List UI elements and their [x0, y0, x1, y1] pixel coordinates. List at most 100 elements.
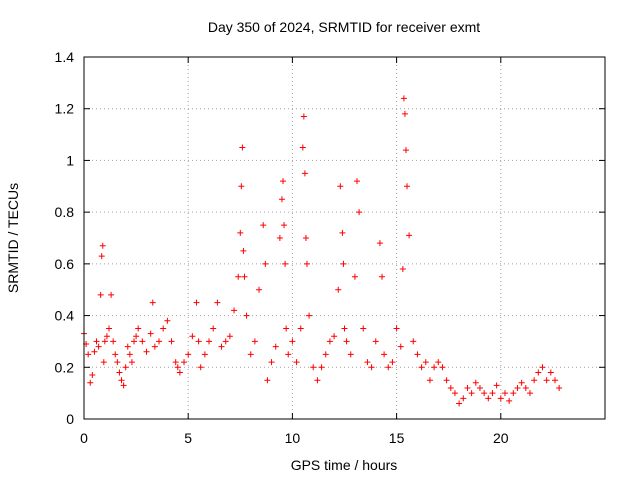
data-point — [240, 247, 247, 254]
data-point — [281, 222, 288, 229]
data-point — [460, 395, 467, 402]
data-point — [481, 390, 488, 397]
data-point — [168, 338, 175, 345]
data-point — [360, 325, 367, 332]
data-point — [539, 364, 546, 371]
data-point — [301, 170, 308, 177]
data-point — [364, 359, 371, 366]
data-point — [108, 291, 115, 298]
data-point — [340, 260, 347, 267]
data-point — [147, 330, 154, 337]
data-point — [289, 338, 296, 345]
data-point — [303, 260, 310, 267]
data-point — [103, 333, 110, 340]
data-point — [247, 351, 254, 358]
y-tick-label: 0.2 — [55, 359, 75, 375]
data-point — [243, 312, 250, 319]
plot-frame — [83, 56, 606, 420]
data-point — [193, 299, 200, 306]
data-point — [404, 183, 411, 190]
data-point — [214, 299, 221, 306]
data-point — [95, 343, 102, 350]
data-point — [518, 379, 525, 386]
data-point — [174, 364, 181, 371]
data-point — [239, 144, 246, 151]
grid-lines — [84, 57, 605, 419]
data-point — [401, 110, 408, 117]
x-axis-label: GPS time / hours — [291, 457, 398, 473]
data-point — [101, 338, 108, 345]
data-point — [443, 377, 450, 384]
data-point — [418, 364, 425, 371]
data-point — [251, 338, 258, 345]
data-point — [282, 260, 289, 267]
data-point — [210, 325, 217, 332]
data-point — [322, 351, 329, 358]
data-point — [126, 351, 133, 358]
data-point — [237, 229, 244, 236]
data-point — [406, 232, 413, 239]
data-point — [135, 325, 142, 332]
data-point — [124, 343, 131, 350]
data-point — [426, 377, 433, 384]
data-point — [131, 338, 138, 345]
data-point — [393, 325, 400, 332]
data-point — [506, 397, 513, 404]
data-point — [381, 351, 388, 358]
data-point — [100, 359, 107, 366]
axis-ticks — [83, 56, 605, 420]
data-point — [181, 359, 188, 366]
data-point — [206, 338, 213, 345]
data-point — [414, 351, 421, 358]
x-tick-labels: 0 5 10 15 20 — [80, 430, 509, 446]
data-point — [151, 343, 158, 350]
data-point — [331, 333, 338, 340]
data-point — [410, 338, 417, 345]
data-point — [218, 343, 225, 350]
data-point — [302, 235, 309, 241]
y-tick-label: 0.4 — [55, 308, 75, 324]
data-point — [116, 369, 123, 376]
data-point — [112, 351, 119, 358]
data-point — [264, 377, 271, 384]
data-point — [501, 390, 508, 397]
data-point — [285, 351, 292, 358]
data-point — [195, 338, 202, 345]
data-point — [306, 312, 313, 319]
data-point — [256, 286, 263, 293]
data-point — [493, 382, 500, 389]
data-point — [293, 359, 300, 366]
data-point — [339, 229, 346, 236]
y-tick-label: 0.6 — [55, 256, 75, 272]
data-point — [189, 333, 196, 340]
x-tick-label: 20 — [493, 430, 509, 446]
x-tick-label: 5 — [184, 430, 192, 446]
data-point — [489, 390, 496, 397]
data-point — [451, 390, 458, 397]
data-point — [389, 359, 396, 366]
data-point — [376, 240, 383, 247]
data-point — [97, 291, 104, 298]
data-point — [118, 377, 125, 384]
data-point — [372, 338, 379, 345]
data-point — [238, 183, 245, 190]
data-point — [87, 379, 94, 386]
data-point — [241, 273, 248, 280]
data-point — [93, 338, 100, 345]
data-point — [122, 364, 129, 371]
data-point — [310, 364, 317, 371]
data-point — [222, 338, 229, 345]
data-point — [98, 253, 105, 260]
data-point — [262, 260, 269, 267]
data-point — [276, 235, 283, 241]
y-tick-label: 1.2 — [55, 101, 75, 117]
data-point — [128, 359, 135, 366]
data-point — [299, 144, 306, 151]
data-point — [164, 317, 171, 324]
data-point — [201, 351, 208, 358]
data-point — [110, 338, 117, 345]
data-point — [156, 338, 163, 345]
data-point — [314, 377, 321, 384]
data-point — [526, 390, 533, 397]
